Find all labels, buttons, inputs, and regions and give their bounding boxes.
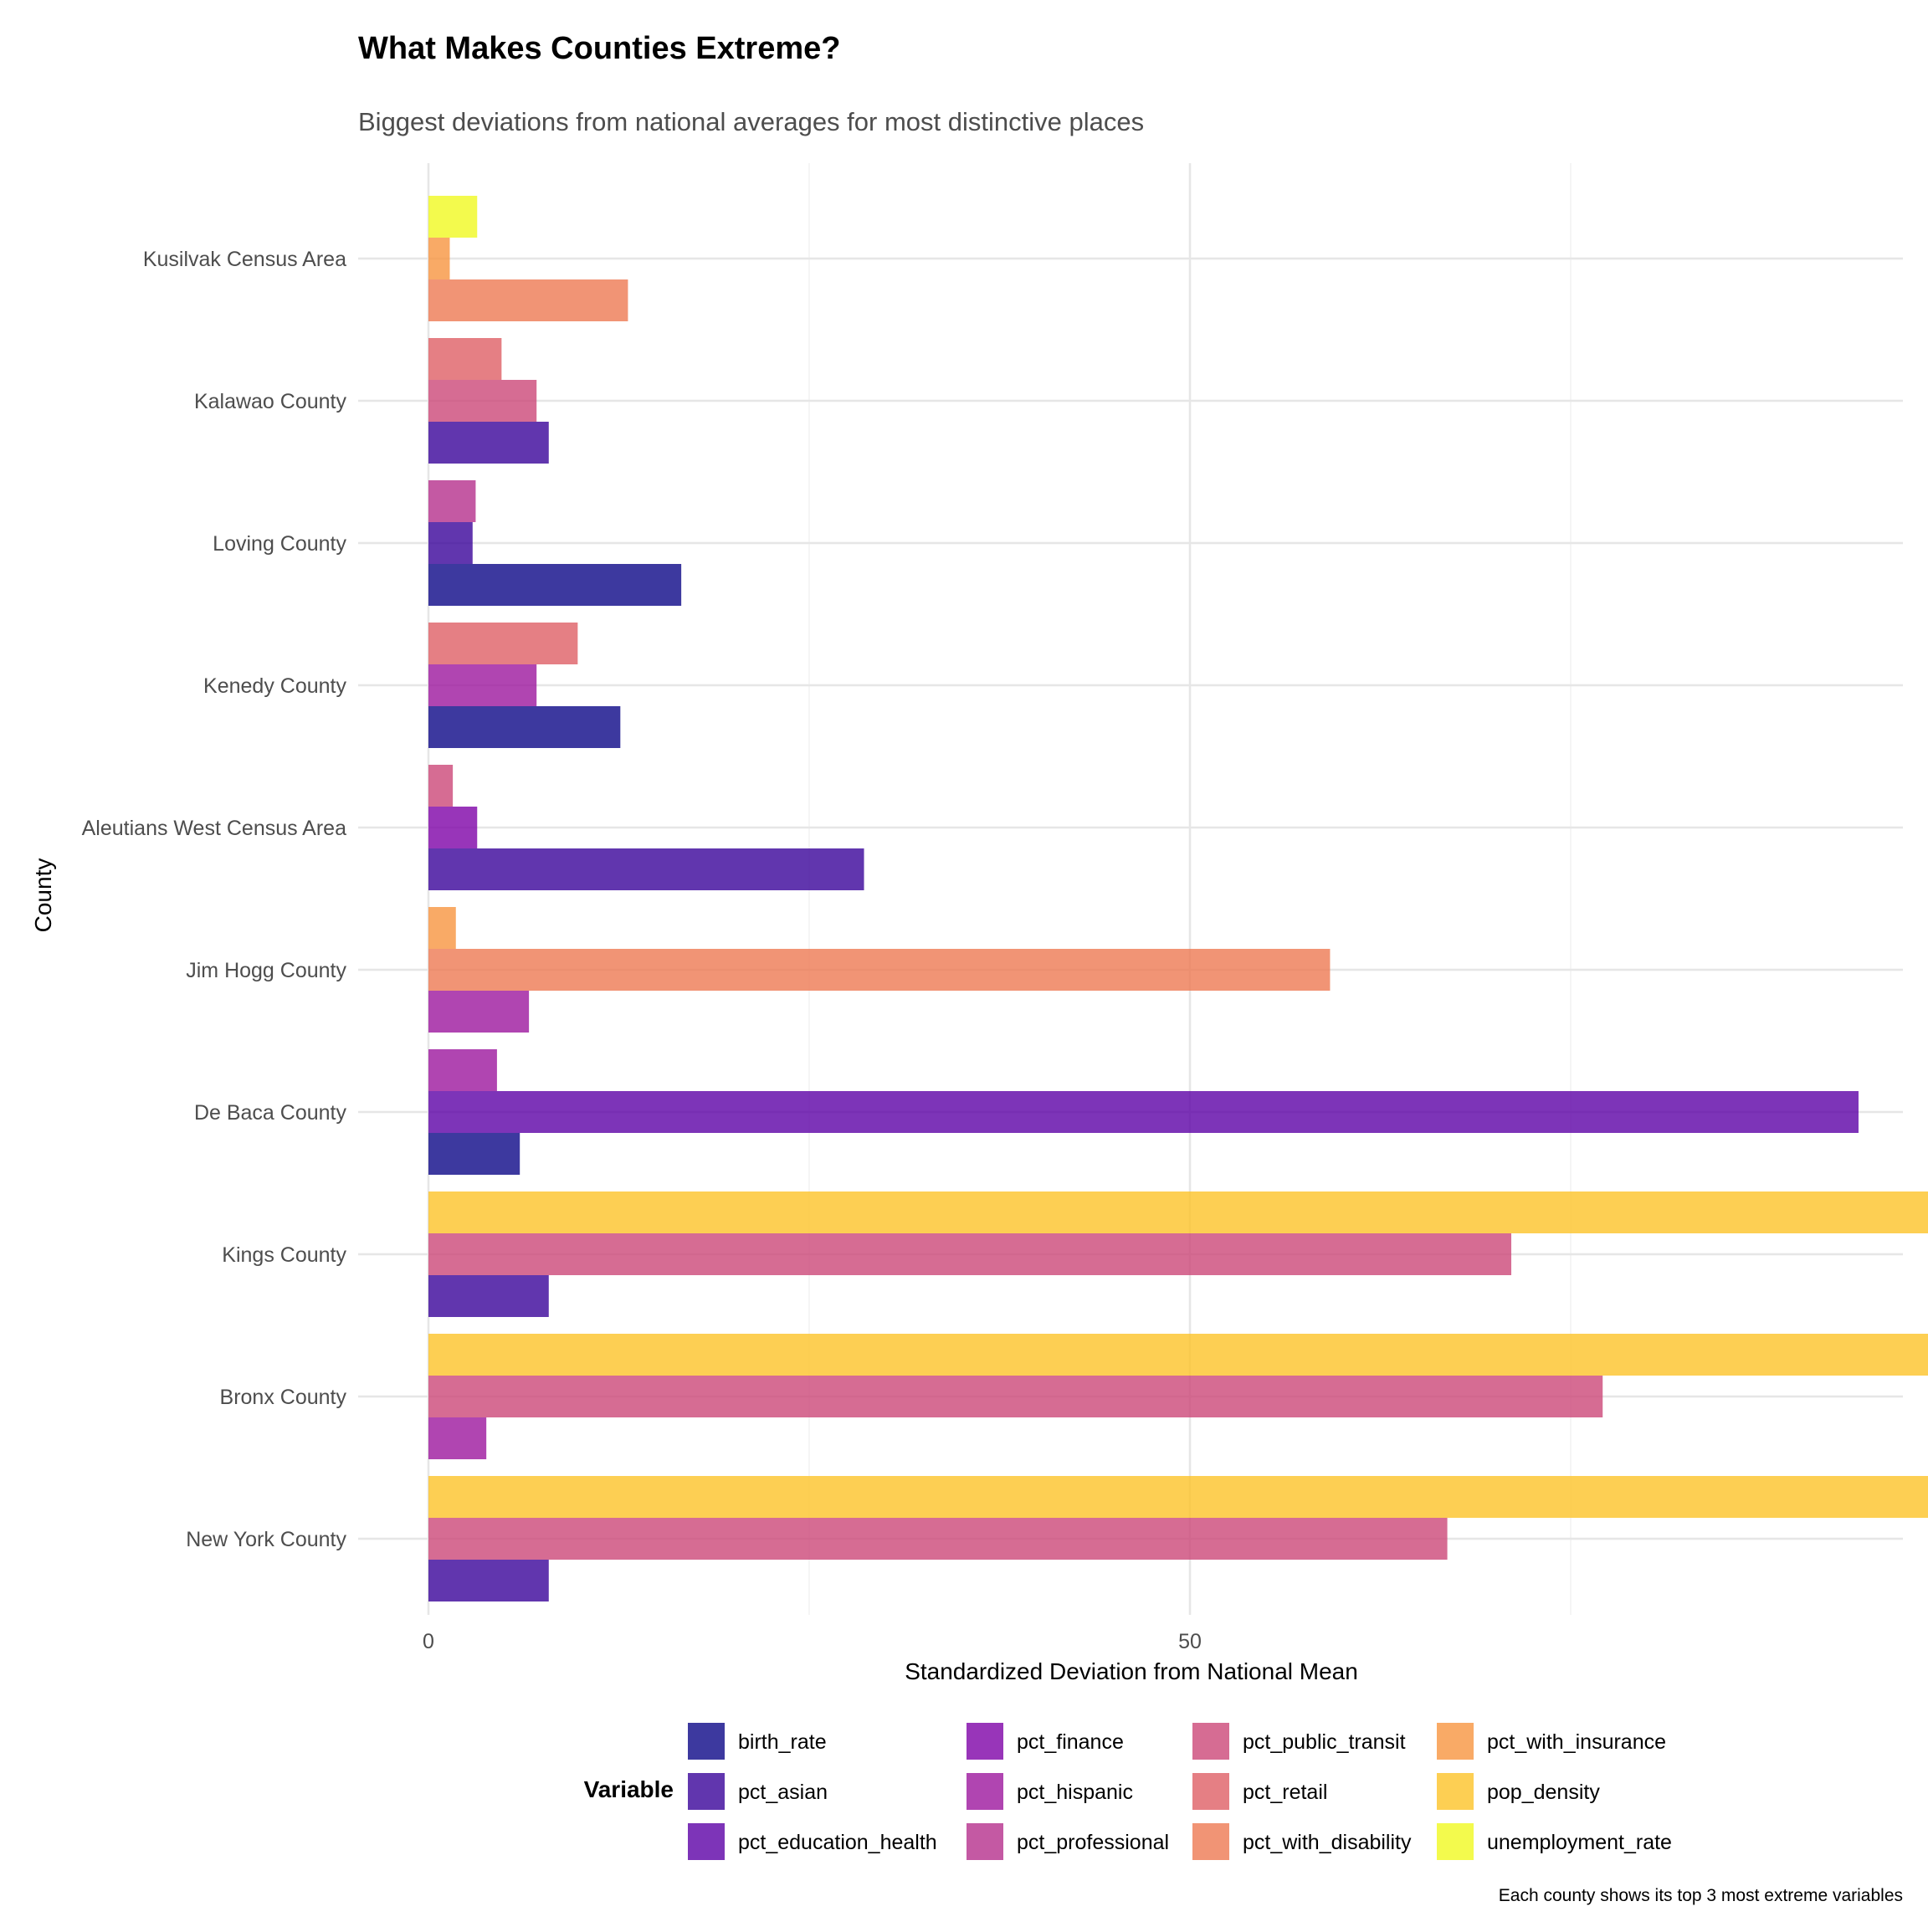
- bar-pct_asian: New York County – pct_asian: 7.9: [428, 1560, 549, 1601]
- legend-label-pop_density: pop_density: [1487, 1781, 1600, 1804]
- legend-label-pct_professional: pct_professional: [1017, 1831, 1169, 1854]
- bar-pct_asian: Kalawao County – pct_asian: 7.9: [428, 422, 549, 464]
- x-tick-label: 50: [1178, 1630, 1202, 1653]
- bar-pct_hispanic: Kenedy County – pct_hispanic: 7.1: [428, 664, 537, 706]
- y-tick-label: New York County: [186, 1528, 346, 1551]
- bars: Kusilvak Census Area – unemployment_rate…: [428, 196, 1928, 1601]
- bar-pct_asian: Loving County – pct_asian: 2.9: [428, 522, 473, 564]
- y-tick-label: Loving County: [213, 532, 346, 556]
- y-tick-label: Aleutians West Census Area: [82, 817, 346, 840]
- bar-pct_public_transit: Kalawao County – pct_public_transit: 7.1: [428, 380, 537, 422]
- legend-swatch-pct_public_transit: [1192, 1723, 1229, 1760]
- bar-pop_density: Kings County – pop_density: 104.9: [428, 1191, 1928, 1233]
- legend-label-pct_public_transit: pct_public_transit: [1243, 1730, 1406, 1754]
- y-tick-label: Kings County: [222, 1243, 346, 1267]
- legend-label-pct_with_insurance: pct_with_insurance: [1487, 1730, 1666, 1754]
- legend-swatch-birth_rate: [688, 1723, 725, 1760]
- legend-label-pct_education_health: pct_education_health: [738, 1831, 937, 1854]
- legend-swatch-unemployment_rate: [1437, 1823, 1474, 1860]
- legend-label-unemployment_rate: unemployment_rate: [1487, 1831, 1672, 1854]
- y-tick-label: Kenedy County: [203, 674, 346, 698]
- legend-swatch-pct_with_disability: [1192, 1823, 1229, 1860]
- legend-swatch-pct_retail: [1192, 1773, 1229, 1810]
- y-tick-label: De Baca County: [194, 1101, 347, 1125]
- legend-label-pct_asian: pct_asian: [738, 1781, 828, 1804]
- bar-pct_finance: Aleutians West Census Area – pct_finance…: [428, 807, 478, 848]
- bar-pop_density: New York County – pop_density: 185: [428, 1476, 1928, 1518]
- bar-pct_asian: Kings County – pct_asian: 7.9: [428, 1275, 549, 1317]
- legend-label-pct_hispanic: pct_hispanic: [1017, 1781, 1133, 1804]
- legend-swatch-pct_professional: [967, 1823, 1003, 1860]
- bar-pct_with_insurance: Jim Hogg County – pct_with_insurance: 1.…: [428, 907, 456, 949]
- legend-swatch-pop_density: [1437, 1773, 1474, 1810]
- bar-pct_hispanic: De Baca County – pct_hispanic: 4.5: [428, 1049, 497, 1091]
- bar-birth_rate: De Baca County – birth_rate: 6: [428, 1133, 520, 1175]
- bar-pct_public_transit: Aleutians West Census Area – pct_public_…: [428, 765, 454, 807]
- bar-unemployment_rate: Kusilvak Census Area – unemployment_rate…: [428, 196, 478, 238]
- legend-label-pct_with_disability: pct_with_disability: [1243, 1831, 1412, 1854]
- bar-pct_professional: Loving County – pct_professional: 3.1: [428, 480, 476, 522]
- legend: birth_rate pct_asian pct_education_health p…: [688, 1723, 1672, 1860]
- x-axis-title: Standardized Deviation from National Mea…: [905, 1658, 1358, 1684]
- legend-label-pct_retail: pct_retail: [1243, 1781, 1327, 1804]
- bar-pct_with_disability: Kusilvak Census Area – pct_with_disabili…: [428, 279, 628, 321]
- legend-swatch-pct_finance: [967, 1723, 1003, 1760]
- bar-pct_with_disability: Jim Hogg County – pct_with_disability: 5…: [428, 949, 1331, 991]
- bar-pct_public_transit: Kings County – pct_public_transit: 71.1: [428, 1233, 1512, 1275]
- bar-pct_public_transit: Bronx County – pct_public_transit: 77.1: [428, 1376, 1603, 1417]
- y-axis-title: County: [30, 858, 56, 933]
- bar-pct_asian: Aleutians West Census Area – pct_asian: …: [428, 848, 864, 890]
- legend-label-pct_finance: pct_finance: [1017, 1730, 1124, 1754]
- legend-swatch-pct_hispanic: [967, 1773, 1003, 1810]
- bar-birth_rate: Kenedy County – birth_rate: 12.6: [428, 706, 621, 748]
- y-tick-label: Kusilvak Census Area: [143, 248, 346, 271]
- legend-label-birth_rate: birth_rate: [738, 1730, 827, 1754]
- y-tick-label: Bronx County: [220, 1386, 347, 1409]
- bar-pct_public_transit: New York County – pct_public_transit: 66…: [428, 1518, 1448, 1560]
- chart-title: What Makes Counties Extreme?: [358, 31, 840, 66]
- legend-swatch-pct_with_insurance: [1437, 1723, 1474, 1760]
- bar-pct_education_health: De Baca County – pct_education_health: 9…: [428, 1091, 1859, 1133]
- legend-swatch-pct_education_health: [688, 1823, 725, 1860]
- bar-pct_hispanic: Bronx County – pct_hispanic: 3.8: [428, 1417, 487, 1459]
- chart-caption: Each county shows its top 3 most extreme…: [1499, 1886, 1903, 1905]
- bar-pop_density: Bronx County – pop_density: 105.6: [428, 1334, 1928, 1376]
- bar-birth_rate: Loving County – birth_rate: 16.6: [428, 564, 682, 606]
- bar-pct_retail: Kalawao County – pct_retail: 4.8: [428, 338, 502, 380]
- y-axis-tick-labels: Kusilvak Census Area Kalawao County Loving…: [82, 248, 347, 1551]
- legend-swatch-pct_asian: [688, 1773, 725, 1810]
- x-tick-label: 0: [423, 1630, 434, 1653]
- y-tick-label: Kalawao County: [194, 390, 347, 413]
- bar-pct_retail: Kenedy County – pct_retail: 9.8: [428, 623, 578, 664]
- bar-pct_with_insurance: Kusilvak Census Area – pct_with_insuranc…: [428, 238, 450, 279]
- y-tick-label: Jim Hogg County: [186, 959, 346, 982]
- legend-title: Variable: [584, 1776, 674, 1802]
- chart-subtitle: Biggest deviations from national average…: [358, 107, 1144, 136]
- bar-pct_hispanic: Jim Hogg County – pct_hispanic: 6.6: [428, 991, 530, 1033]
- x-axis-tick-labels: 050100150: [423, 1630, 1202, 1653]
